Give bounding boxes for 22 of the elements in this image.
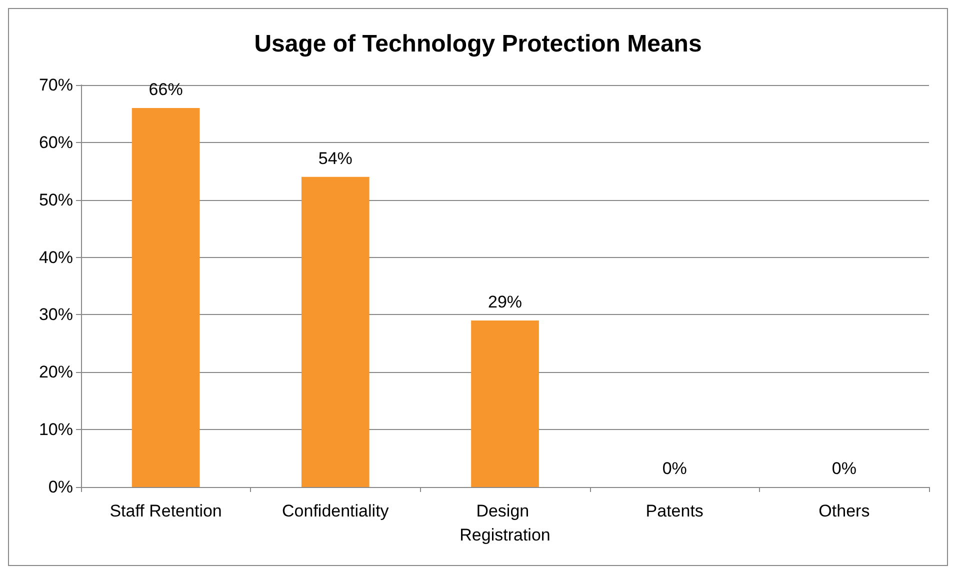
data-label: 0% — [832, 459, 856, 478]
data-label: 0% — [662, 459, 687, 478]
bar — [132, 108, 200, 487]
x-tick-label: Patents — [646, 502, 704, 520]
y-tick-label: 20% — [38, 362, 73, 382]
x-tick-label: Confidentiality — [282, 502, 390, 520]
y-tick-label: 70% — [38, 76, 73, 94]
x-tick-label: Others — [818, 502, 870, 520]
y-tick-label: 10% — [38, 420, 73, 440]
y-tick-label: 60% — [38, 132, 73, 152]
y-tick-label: 30% — [38, 305, 73, 324]
data-label: 29% — [488, 292, 522, 312]
x-tick-label: Design Registration — [460, 502, 550, 544]
data-label: 66% — [148, 80, 183, 99]
data-label: 54% — [318, 148, 352, 168]
y-tick-label: 40% — [38, 248, 73, 267]
bar — [471, 320, 539, 487]
chart-title: Usage of Technology Protection Means — [254, 30, 702, 58]
y-tick-label: 0% — [48, 478, 73, 496]
bar — [301, 176, 370, 487]
x-tick-label: Staff Retention — [110, 502, 222, 520]
y-tick-label: 50% — [38, 190, 73, 210]
